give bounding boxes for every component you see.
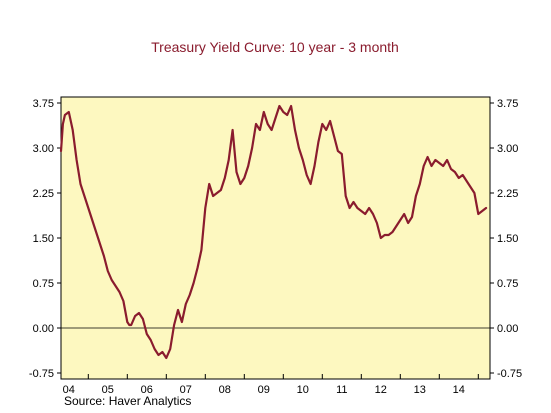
y-tick-label-right: 3.00 — [497, 143, 518, 155]
y-tick-label-left: -0.75 — [29, 368, 54, 380]
x-tick-label: 09 — [258, 384, 270, 396]
y-tick-label-right: 2.25 — [497, 188, 518, 200]
y-tick-label-right: -0.75 — [497, 368, 522, 380]
y-tick-label-left: 0.00 — [33, 323, 54, 335]
x-tick-label: 11 — [336, 384, 347, 396]
x-tick-label: 08 — [219, 384, 231, 396]
x-tick-label: 04 — [63, 384, 75, 396]
x-tick-label: 07 — [180, 384, 192, 396]
y-tick-label-left: 1.50 — [33, 233, 54, 245]
series-line — [59, 104, 488, 360]
x-tick-label: 06 — [141, 384, 153, 396]
x-tick-label: 10 — [297, 384, 309, 396]
y-tick-label-left: 3.00 — [33, 143, 54, 155]
y-tick-label-right: 1.50 — [497, 233, 518, 245]
x-tick-label: 13 — [414, 384, 426, 396]
y-tick-label-left: 2.25 — [33, 188, 54, 200]
source-note: Source: Haver Analytics — [64, 394, 191, 408]
y-tick-label-left: 0.75 — [33, 278, 54, 290]
y-axis-left: -0.75 0.00 0.75 1.50 2.25 3.00 3.75 — [29, 98, 61, 380]
y-tick-label-right: 0.75 — [497, 278, 518, 290]
y-tick-label-left: 3.75 — [33, 98, 54, 110]
y-tick-label-right: 0.00 — [497, 323, 518, 335]
y-axis-right: -0.75 0.00 0.75 1.50 2.25 3.00 3.75 — [490, 98, 522, 380]
chart-title: Treasury Yield Curve: 10 year - 3 month — [151, 39, 399, 55]
x-tick-label: 14 — [453, 384, 465, 396]
plot-area — [60, 96, 491, 380]
x-tick-label: 05 — [102, 384, 114, 396]
x-axis: 04 05 06 07 08 09 10 11 12 13 14 — [63, 374, 479, 396]
y-tick-label-right: 3.75 — [497, 98, 518, 110]
x-tick-label: 12 — [375, 384, 387, 396]
